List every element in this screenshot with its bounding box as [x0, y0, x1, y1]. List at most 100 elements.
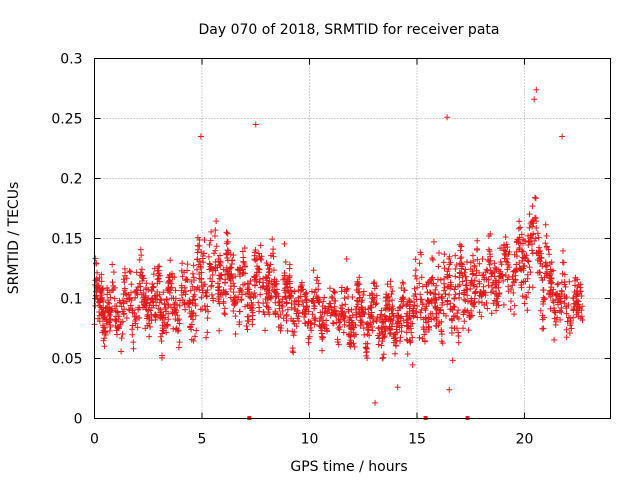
data-point	[456, 274, 463, 281]
data-point	[306, 333, 313, 340]
data-point	[152, 311, 159, 318]
data-point	[512, 269, 519, 276]
data-point	[230, 289, 237, 296]
data-point	[475, 298, 482, 305]
data-point	[416, 280, 423, 287]
data-point	[484, 305, 491, 312]
data-point	[272, 293, 279, 300]
data-point	[342, 301, 349, 308]
data-point	[181, 301, 188, 308]
data-point	[540, 325, 547, 332]
data-point	[388, 290, 395, 297]
data-point	[315, 280, 322, 287]
data-point	[252, 121, 259, 128]
x-axis-label: GPS time / hours	[290, 459, 407, 475]
x-tick-label: 0	[90, 432, 99, 448]
data-point	[155, 272, 162, 279]
data-point	[388, 323, 395, 330]
data-point	[414, 284, 421, 291]
data-point	[539, 325, 546, 332]
data-point	[245, 313, 252, 320]
data-point	[476, 309, 483, 316]
data-point	[179, 273, 186, 280]
data-point	[488, 273, 495, 280]
data-point	[438, 318, 445, 325]
data-point	[221, 305, 228, 312]
data-point	[194, 256, 201, 263]
data-point	[561, 300, 568, 307]
data-point	[129, 326, 136, 333]
data-point	[267, 261, 274, 268]
data-point	[500, 277, 507, 284]
data-point	[189, 283, 196, 290]
data-point	[143, 286, 150, 293]
data-point	[360, 291, 367, 298]
data-point	[353, 282, 360, 289]
data-point	[444, 297, 451, 304]
data-point	[502, 252, 509, 259]
data-point	[201, 302, 208, 309]
data-point	[561, 279, 568, 286]
data-point	[100, 337, 107, 344]
data-point	[320, 317, 327, 324]
data-point	[295, 318, 302, 325]
data-point	[295, 301, 302, 308]
data-point	[487, 231, 494, 238]
data-point	[483, 266, 490, 273]
data-point	[116, 313, 123, 320]
data-point	[104, 291, 111, 298]
data-point	[257, 276, 264, 283]
data-point	[311, 289, 318, 296]
data-point	[363, 348, 370, 355]
data-point	[394, 307, 401, 314]
data-point	[193, 327, 200, 334]
data-point	[423, 319, 430, 326]
data-point	[315, 294, 322, 301]
data-point	[509, 282, 516, 289]
data-point	[150, 283, 157, 290]
data-point	[147, 299, 154, 306]
data-point	[534, 269, 541, 276]
data-point	[175, 344, 182, 351]
data-point	[271, 280, 278, 287]
data-point	[409, 320, 416, 327]
data-point	[151, 265, 158, 272]
data-point	[240, 258, 247, 265]
data-point	[460, 325, 467, 332]
data-point	[188, 278, 195, 285]
data-point	[397, 303, 404, 310]
data-point	[109, 261, 116, 268]
data-point	[307, 319, 314, 326]
data-point	[526, 224, 533, 231]
data-point	[453, 261, 460, 268]
data-point	[325, 307, 332, 314]
data-point	[227, 275, 234, 282]
data-point	[404, 316, 411, 323]
data-point	[444, 114, 451, 121]
data-point	[322, 305, 329, 312]
data-point	[210, 250, 217, 257]
data-point	[98, 278, 105, 285]
data-point	[344, 285, 351, 292]
data-point	[187, 324, 194, 330]
y-tick-label: 0.15	[51, 232, 82, 248]
data-point	[180, 289, 187, 296]
data-point	[451, 304, 458, 311]
data-point	[172, 287, 179, 294]
data-point	[251, 290, 258, 297]
data-point	[302, 297, 309, 304]
data-point	[193, 266, 200, 273]
data-point	[270, 253, 277, 260]
data-point	[411, 285, 418, 292]
data-point	[131, 313, 138, 320]
data-point	[277, 327, 284, 334]
data-point	[283, 299, 290, 306]
data-point	[458, 243, 465, 250]
data-point	[497, 245, 504, 252]
data-point	[239, 269, 246, 276]
data-point	[290, 332, 297, 339]
data-point	[260, 279, 267, 286]
data-point	[440, 280, 447, 287]
data-point	[455, 339, 462, 346]
data-point	[106, 327, 113, 334]
